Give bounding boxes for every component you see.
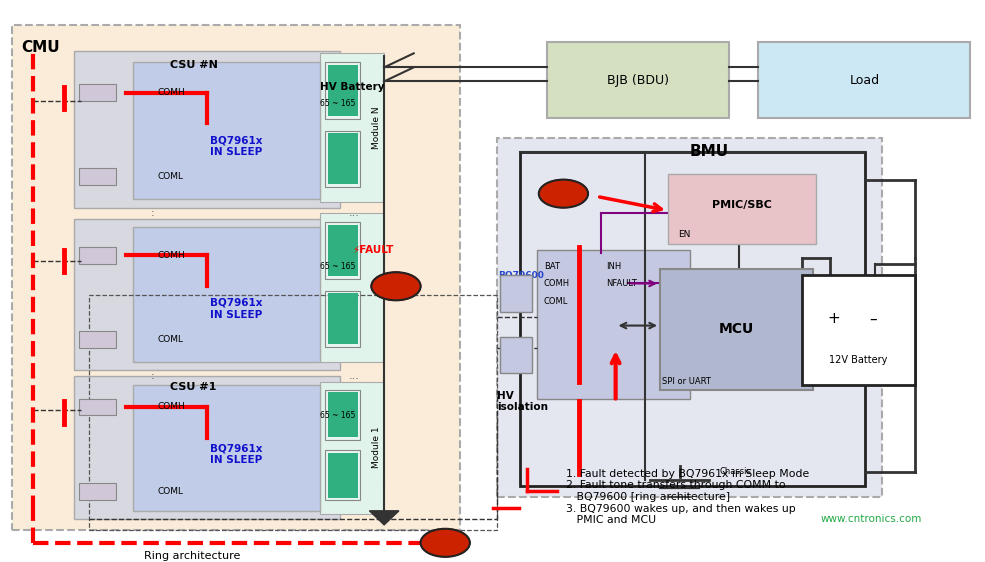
Text: COMH: COMH	[544, 279, 570, 288]
Bar	[320, 214, 384, 362]
Text: 65 ~ 165: 65 ~ 165	[320, 411, 356, 420]
Text: COML: COML	[544, 297, 568, 306]
Bar	[325, 222, 361, 279]
Bar	[79, 169, 116, 185]
Circle shape	[371, 272, 421, 300]
Bar	[320, 53, 384, 202]
Text: 2: 2	[440, 536, 450, 549]
Text: ⚡FAULT: ⚡FAULT	[352, 245, 393, 255]
Bar	[79, 84, 116, 101]
Text: HV Battery: HV Battery	[320, 82, 384, 92]
Text: www.cntronics.com: www.cntronics.com	[821, 514, 922, 524]
Text: BQ7961x
IN SLEEP: BQ7961x IN SLEEP	[210, 135, 262, 157]
Bar	[79, 398, 116, 415]
Text: –: –	[870, 311, 877, 327]
Circle shape	[539, 180, 588, 208]
Text: BQ7961x
IN SLEEP: BQ7961x IN SLEEP	[210, 444, 262, 465]
Text: BQ7961x
IN SLEEP: BQ7961x IN SLEEP	[210, 298, 262, 320]
Text: CSU #1: CSU #1	[170, 382, 217, 392]
Bar	[79, 483, 116, 500]
Text: :: :	[151, 209, 155, 218]
Bar	[547, 42, 729, 118]
Text: CSU #N: CSU #N	[169, 60, 218, 70]
Bar	[520, 152, 865, 486]
Text: +: +	[827, 311, 840, 327]
Text: ...: ...	[349, 371, 361, 381]
Bar	[133, 228, 320, 362]
Bar	[668, 174, 816, 244]
Bar	[328, 65, 358, 116]
Bar	[328, 293, 358, 345]
Circle shape	[421, 529, 470, 557]
Text: :: :	[151, 371, 155, 381]
Bar	[758, 42, 970, 118]
Bar	[74, 51, 340, 208]
Text: COML: COML	[158, 487, 183, 496]
Text: NFAULT: NFAULT	[606, 279, 636, 288]
Text: 1: 1	[391, 280, 401, 293]
Text: 3: 3	[558, 187, 568, 200]
Bar	[325, 450, 361, 500]
Bar	[79, 331, 116, 348]
Bar	[328, 134, 358, 184]
Text: COMH: COMH	[158, 402, 185, 411]
Text: Chassis: Chassis	[719, 467, 751, 476]
Bar	[328, 453, 358, 497]
Bar	[802, 275, 915, 384]
Text: 12V Battery: 12V Battery	[829, 355, 887, 365]
Text: BMU: BMU	[690, 144, 729, 159]
Text: ...: ...	[349, 209, 361, 218]
Text: BAT: BAT	[544, 262, 559, 271]
Text: Load: Load	[850, 74, 880, 87]
Polygon shape	[369, 511, 399, 525]
Text: Module N: Module N	[372, 106, 381, 149]
Text: BQ79600: BQ79600	[498, 270, 545, 279]
Bar	[660, 269, 813, 390]
Bar	[537, 250, 690, 398]
Text: EN: EN	[678, 230, 690, 239]
Bar	[325, 131, 361, 187]
Text: COMH: COMH	[158, 251, 185, 260]
Text: MCU: MCU	[719, 323, 755, 337]
Bar	[328, 392, 358, 437]
Text: HV
isolation: HV isolation	[497, 391, 549, 412]
Text: 65 ~ 165: 65 ~ 165	[320, 262, 356, 271]
Text: PMIC/SBC: PMIC/SBC	[712, 201, 771, 210]
Bar	[74, 219, 340, 370]
Text: INH: INH	[606, 262, 621, 271]
Text: CMU: CMU	[22, 40, 60, 55]
Bar	[12, 25, 460, 531]
Text: Ring architecture: Ring architecture	[144, 551, 240, 561]
Bar	[497, 138, 882, 497]
Circle shape	[371, 272, 421, 300]
Text: COMH: COMH	[158, 88, 185, 97]
Text: SPI or UART: SPI or UART	[662, 377, 711, 386]
Text: 1. Fault detected by BQ7961x in Sleep Mode
2. Fault tone transfers through COMM : 1. Fault detected by BQ7961x in Sleep Mo…	[566, 469, 810, 525]
Bar	[500, 337, 532, 373]
Bar	[74, 376, 340, 519]
Text: COML: COML	[158, 173, 183, 182]
Text: COML: COML	[158, 335, 183, 344]
Bar	[320, 382, 384, 514]
Bar	[500, 275, 532, 311]
Bar	[133, 62, 320, 200]
Bar	[328, 225, 358, 276]
Bar	[133, 384, 320, 511]
Bar	[325, 389, 361, 439]
Text: Module 1: Module 1	[372, 427, 381, 469]
Bar	[325, 62, 361, 119]
Bar	[79, 247, 116, 264]
Text: BJB (BDU): BJB (BDU)	[608, 74, 669, 87]
Bar	[89, 294, 497, 531]
Bar	[325, 291, 361, 347]
Text: 65 ~ 165: 65 ~ 165	[320, 99, 356, 108]
